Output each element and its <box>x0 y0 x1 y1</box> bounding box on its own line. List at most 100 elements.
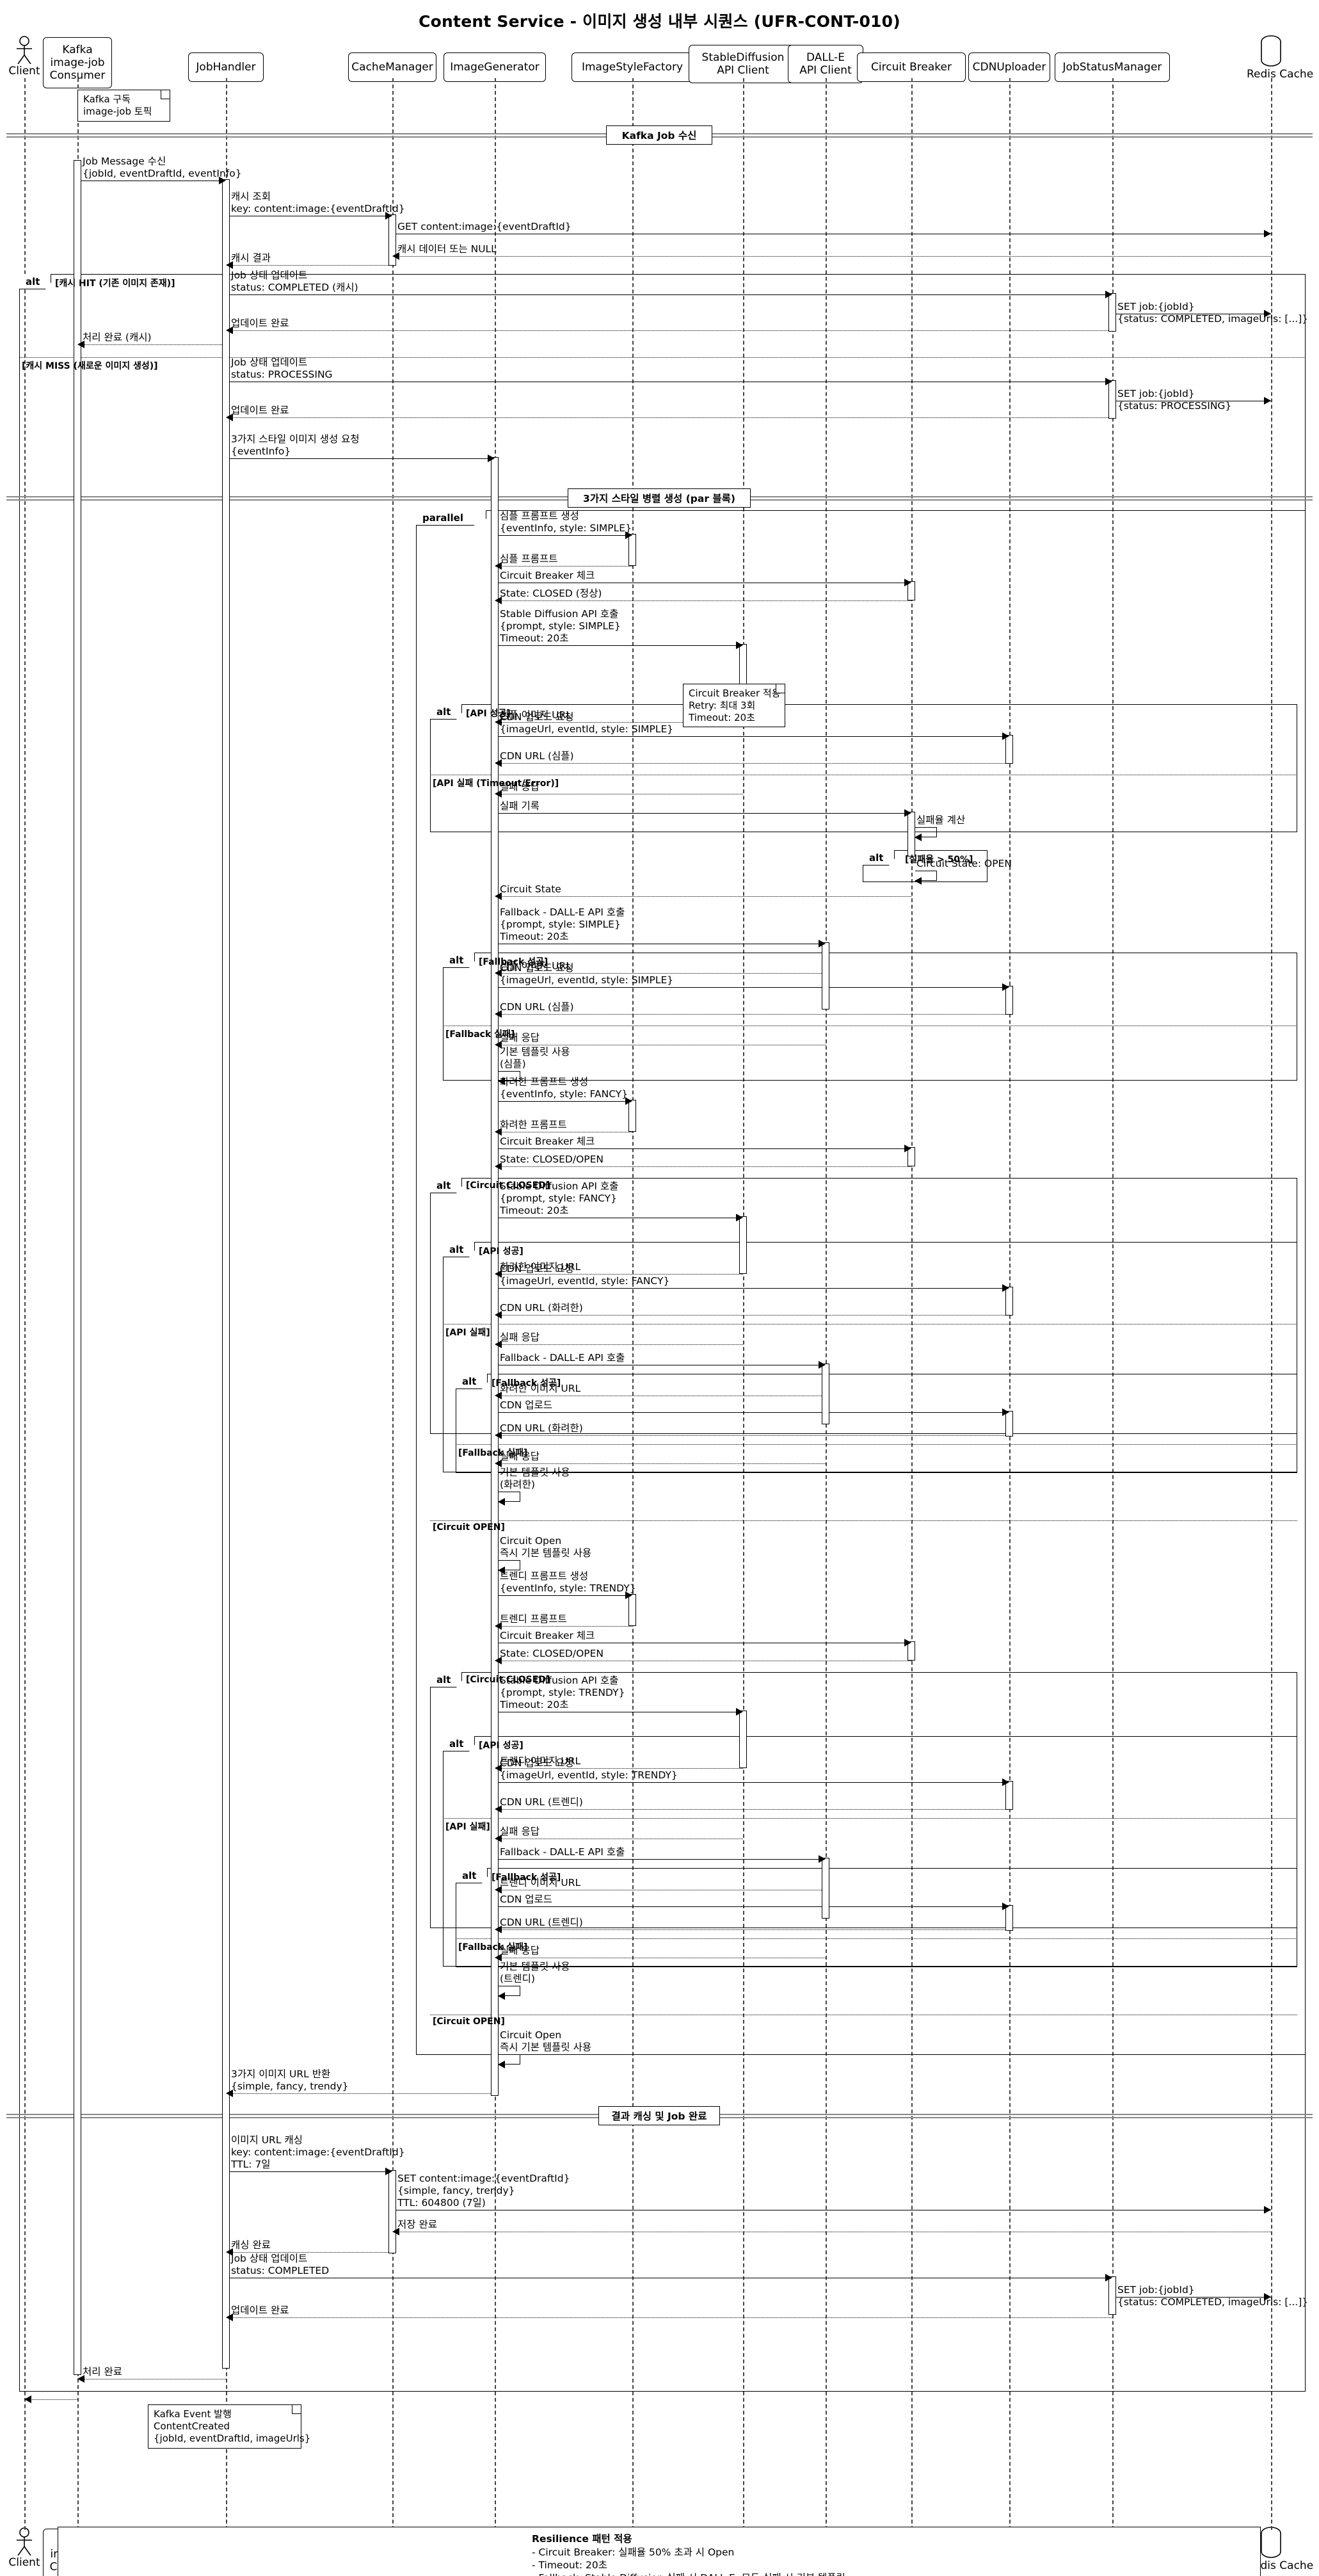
message-line <box>495 1148 911 1149</box>
message-label: 업데이트 완료 <box>231 2305 289 2316</box>
message-label: 업데이트 완료 <box>231 405 289 416</box>
arrow-head-left <box>495 562 502 570</box>
message-label: Stable Diffusion API 호출 {prompt, style: … <box>500 608 621 644</box>
participant-imagegenerator[interactable]: ImageGenerator <box>444 52 546 82</box>
note-fold <box>292 2405 301 2415</box>
message-line <box>495 763 1009 764</box>
arrow-head-right <box>1264 230 1271 237</box>
activation-bar <box>1005 1287 1013 1316</box>
arrow-head-left <box>495 1431 502 1439</box>
arrow-head-left <box>495 790 502 798</box>
arrow-head-left <box>24 2395 31 2403</box>
activation-bar <box>822 942 829 1010</box>
note-circuit-breaker: Circuit Breaker 적용 Retry: 최대 3회 Timeout:… <box>683 683 785 728</box>
arrow-head-left <box>495 1764 502 1772</box>
participant-actor-client: Client <box>5 2527 44 2569</box>
fragment-condition: [캐시 MISS (새로운 이미지 생성)] <box>22 361 158 371</box>
participant-db-redis: Redis Cache <box>1247 2526 1313 2572</box>
activation-bar <box>1005 1905 1013 1931</box>
message-label: 실패 응답 <box>500 1826 540 1837</box>
message-line <box>495 600 911 601</box>
message-label: Fallback - DALL-E API 호출 <box>500 1846 625 1858</box>
message-line <box>226 2252 392 2253</box>
message-label: 실패 응답 <box>500 1332 540 1343</box>
divider-label: 3가지 스타일 병렬 생성 (par 블록) <box>568 488 751 508</box>
arrow-head-left <box>226 2314 233 2321</box>
message-label: CDN 업로드 요청 {imageUrl, eventId, style: SI… <box>500 711 674 735</box>
arrow-head-left <box>915 833 922 841</box>
message-line <box>495 1315 1009 1316</box>
participant-jobhandler[interactable]: JobHandler <box>188 52 264 82</box>
participant-jobstatusmanager[interactable]: JobStatusManager <box>1054 52 1171 82</box>
arrow-head-left <box>498 1077 505 1085</box>
note-fold <box>161 90 170 99</box>
arrow-head-right <box>819 1361 826 1369</box>
arrow-head-left <box>495 1622 502 1630</box>
message-label: Circuit Breaker 체크 <box>500 570 595 581</box>
arrow-head-left <box>495 1805 502 1813</box>
message-label: SET content:image:{eventDraftId} {simple… <box>397 2173 570 2209</box>
arrow-head-left <box>226 2248 233 2256</box>
lifeline-imagestylefactory <box>632 78 634 2530</box>
message-label: 화려한 이미지 URL <box>500 1383 581 1394</box>
arrow-head-left <box>495 1657 502 1664</box>
message-label: 트렌디 프롬프트 <box>500 1613 567 1625</box>
message-label: Circuit Breaker 체크 <box>500 1630 595 1641</box>
message-line <box>495 1626 632 1627</box>
fragment-alt <box>443 953 1297 1081</box>
arrow-head-left <box>495 597 502 604</box>
fragment-tag: alt <box>456 1868 488 1883</box>
participant-circuitbreaker[interactable]: Circuit Breaker <box>857 52 966 82</box>
arrow-head-right <box>1264 2293 1271 2301</box>
fragment-tag: alt <box>430 704 462 720</box>
message-label: Circuit State <box>500 883 561 895</box>
divider-label: Kafka Job 수신 <box>606 125 712 145</box>
fragment-alt <box>456 1868 1297 1967</box>
arrow-head-right <box>625 1097 632 1105</box>
message-line <box>226 2317 1112 2318</box>
message-line <box>495 1463 826 1464</box>
message-label: 심플 프롬프트 생성 {eventInfo, style: SIMPLE} <box>500 510 632 534</box>
arrow-head-left <box>495 1311 502 1319</box>
arrow-head-right <box>1002 983 1009 991</box>
fragment-condition: [API 실패] <box>445 1328 490 1338</box>
message-label: 3가지 스타일 이미지 생성 요청 {eventInfo} <box>231 433 360 457</box>
message-label: 처리 완료 <box>83 2366 122 2378</box>
arrow-head-right <box>1105 291 1112 298</box>
fragment-tag: alt <box>863 850 895 865</box>
arrow-head-right <box>819 940 826 947</box>
arrow-head-left <box>915 877 922 885</box>
activation-bar <box>1108 2276 1116 2315</box>
participant-imagestylefactory[interactable]: ImageStyleFactory <box>571 52 694 82</box>
activation-bar <box>628 1594 636 1626</box>
message-line <box>24 2399 77 2400</box>
arrow-head-right <box>904 579 911 586</box>
message-line <box>495 535 632 536</box>
participant-label-jobstatusmanager: JobStatusManager <box>1062 60 1162 74</box>
arrow-head-left <box>226 326 233 334</box>
participant-cachemanager[interactable]: CacheManager <box>348 52 437 82</box>
message-label: 화려한 이미지 URL <box>500 1261 581 1273</box>
fragment-alt <box>430 704 1297 832</box>
message-label: Stable Diffusion API 호출 {prompt, style: … <box>500 1180 619 1216</box>
arrow-head-left <box>77 2375 84 2383</box>
message-label: CDN URL (화려한) <box>500 1302 583 1314</box>
message-label: State: CLOSED/OPEN <box>500 1648 604 1659</box>
arrow-head-left <box>495 759 502 767</box>
arrow-head-right <box>736 1214 743 1221</box>
message-label: 캐시 데이터 또는 NULL <box>397 243 497 255</box>
self-message-box <box>915 827 937 837</box>
message-label: CDN 업로드 요청 {imageUrl, eventId, style: FA… <box>500 1263 670 1287</box>
message-line <box>495 1014 1009 1015</box>
message-label: SET job:{jobId} {status: PROCESSING} <box>1117 388 1232 412</box>
message-label: 기본 템플릿 사용 (트렌디) <box>500 1961 570 1984</box>
message-label: CDN URL (트렌디) <box>500 1796 583 1808</box>
message-label: 실패율 계산 <box>916 814 966 826</box>
participant-cdnuploader[interactable]: CDNUploader <box>968 52 1051 82</box>
activation-bar <box>739 1216 747 1274</box>
legend-note: Resilience 패턴 적용 - Circuit Breaker: 실패율 … <box>58 2527 1261 2576</box>
